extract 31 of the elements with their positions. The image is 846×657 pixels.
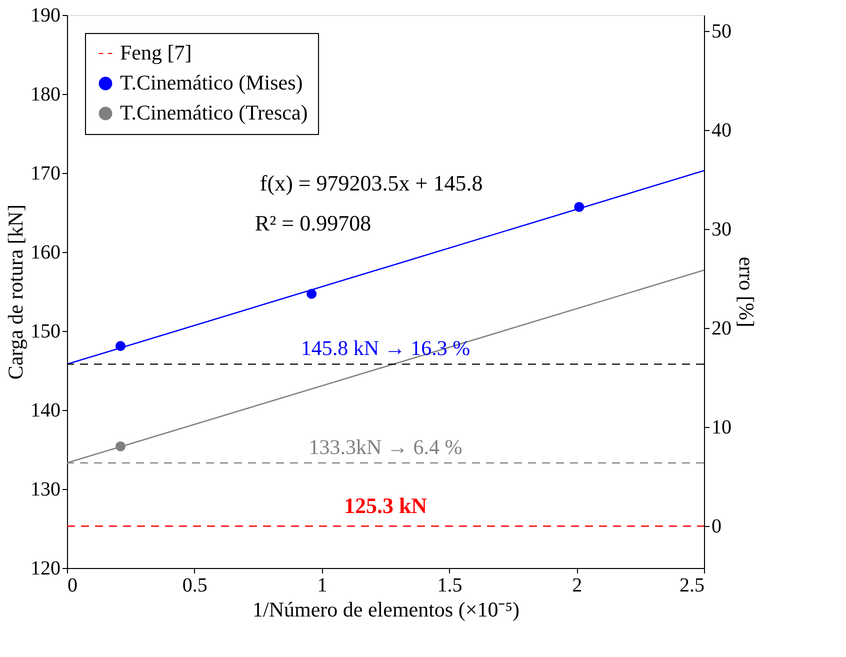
y-tick-label: 160 [30,242,60,264]
x-tick-label: 0 [68,574,78,596]
y-tick-label: 120 [30,558,60,580]
y-tick-label: 150 [30,320,60,342]
y-tick-label: 170 [30,162,60,184]
x-tick-label: 2 [572,574,582,596]
ref-line-label: 133.3kN → 6.4 % [308,434,462,459]
legend-label: T.Cinemático (Tresca) [120,100,308,124]
y2-tick-label: 0 [712,516,722,538]
x-tick-label: 1.5 [437,574,462,596]
annotation: R² = 0.99708 [254,210,372,236]
y2-tick-label: 10 [712,416,732,439]
y-tick-label: 130 [30,478,60,500]
y2-tick-label: 40 [712,120,732,142]
x-tick-label: 0.5 [182,574,208,596]
y-axis-title: Carga de rotura [kN] [4,204,28,380]
y2-tick-label: 50 [712,20,732,43]
annotation: f(x) = 979203.5x + 145.8 [260,170,483,196]
legend-label: Feng [7] [120,40,192,64]
y-tick-label: 190 [30,4,60,26]
ref-line-label: 145.8 kN → 16.3 % [300,336,470,360]
x-tick-label: 2.5 [680,574,704,596]
y-tick-label: 180 [30,84,60,106]
y2-axis-title: erro [%] [734,256,758,328]
x-axis-title: 1/Número de elementos (×10⁻⁵) [252,598,520,622]
x-tick-label: 1 [317,574,328,596]
y2-tick-label: 30 [712,218,732,241]
y2-tick-label: 20 [712,318,732,340]
y-tick-label: 140 [30,400,60,422]
legend-label: T.Cinemático (Mises) [120,70,303,94]
data-label: 125.3 kN [344,493,428,518]
